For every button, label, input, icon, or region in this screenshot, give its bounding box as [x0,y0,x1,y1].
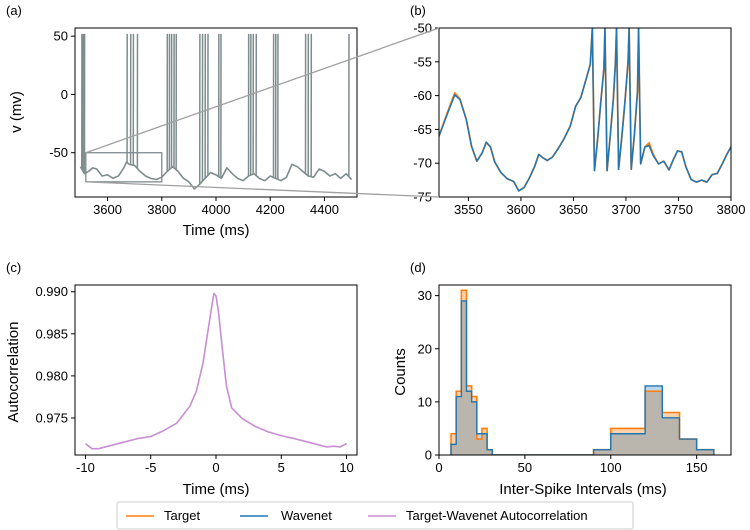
panel-a-ytick-label: 50 [54,29,68,44]
panel-a-label: (a) [6,3,22,18]
panel-a-xlabel: Time (ms) [183,222,250,239]
panel-b-ytick-label: -60 [413,88,432,103]
panel-d-xtick-label: 150 [686,460,708,475]
panel-c-ylabel: Autocorrelation [5,322,22,423]
panel-d-wavenet-fill [451,300,714,455]
panel-d-ytick-label: 30 [418,288,432,303]
panel-b-xtick-label: 3550 [454,202,483,217]
panel-c-xtick-label: 5 [278,460,285,475]
panel-c-xtick-label: 10 [339,460,353,475]
panel-d-frame [438,284,732,456]
panel-b-wavenet-line [439,28,731,192]
panel-d-wavenet-outline [450,300,715,455]
panel-d-xtick-label: 100 [600,460,622,475]
panel-b-ytick-label: -65 [413,122,432,137]
zoom-connector-bottom [85,181,440,198]
panel-d: (d) 0 50 100 150 0 10 20 30 Inter-Spike Interva… [392,260,732,498]
legend-label-autocorrelation: Target-Wavenet Autocorrelation [406,508,588,523]
panel-a-xtick-label: 3600 [93,202,122,217]
zoom-connector-lines [85,27,440,198]
panel-c-ytick-label: 0.990 [35,284,68,299]
panel-a-ytick-label: -50 [49,145,68,160]
panel-c-autocorrelation-line [84,292,347,450]
panel-c-ytick-label: 0.985 [35,326,68,341]
panel-b-label: (b) [410,3,426,18]
panel-c-xtick-label: -5 [145,460,157,475]
panel-d-ytick-label: 20 [418,341,432,356]
panel-a-xtick-label: 3800 [147,202,176,217]
panel-c-xtick-label: -10 [76,460,95,475]
legend: Target Wavenet Target-Wavenet Autocorrel… [116,501,634,530]
panel-c-xtick-label: 0 [212,460,219,475]
panel-a-zoom-box [85,152,163,183]
panel-c-label: (c) [6,260,21,275]
panel-d-target-fill [451,290,714,455]
panel-b-xtick-label: 3800 [717,202,746,217]
panel-b-ytick-label: -55 [413,54,432,69]
panel-c-ytick-label: 0.975 [35,410,68,425]
panel-b-xtick-label: 3750 [664,202,693,217]
panel-d-label: (d) [410,260,426,275]
panel-a-xtick-label: 4000 [202,202,231,217]
panel-d-ylabel: Counts [392,348,409,396]
panel-c-ytick-label: 0.980 [35,368,68,383]
panel-b-xtick-label: 3650 [559,202,588,217]
panel-b-xtick-label: 3600 [506,202,535,217]
panel-a-xtick-label: 4400 [310,202,339,217]
panel-d-xtick-label: 50 [518,460,532,475]
panel-b-ytick-label: -75 [413,190,432,205]
panel-c-frame [74,284,358,456]
panel-d-ytick-label: 0 [425,448,432,463]
panel-c-xlabel: Time (ms) [183,481,250,498]
panel-b-target-line [439,28,731,192]
panel-b-xtick-label: 3700 [612,202,641,217]
panel-b: (b) 3550 3600 3650 3700 3750 3800-50-55-60-65… [410,3,745,217]
panel-c: (c) -10 -5 0 5 10 0.990 0.985 0.980 0.975 Time (… [5,260,358,498]
panel-b-ytick-label: -70 [413,156,432,171]
panel-a-xtick-label: 4200 [256,202,285,217]
legend-label-wavenet: Wavenet [281,508,332,523]
panel-d-ytick-label: 10 [418,394,432,409]
panel-a-ytick-label: 0 [61,87,68,102]
panel-d-xtick-label: 0 [435,460,442,475]
panel-a-frame [74,27,358,198]
panel-a-ylabel: v (mv) [8,91,25,133]
panel-a-voltage-trace [79,161,353,190]
zoom-connector-top [85,27,440,154]
panel-b-frame [438,27,732,198]
legend-label-target: Target [164,508,201,523]
panel-d-xlabel: Inter-Spike Intervals (ms) [499,481,667,498]
panel-a: (a) 3600 3800 4000 4200 4400 50 0 -50 Time (ms)… [6,3,358,239]
